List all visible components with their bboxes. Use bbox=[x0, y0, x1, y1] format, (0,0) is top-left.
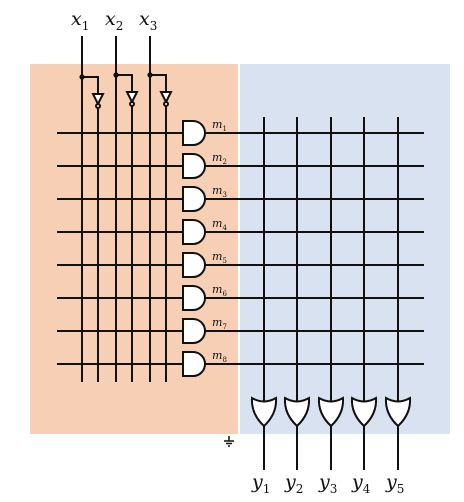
minterm-label-6: m6 bbox=[212, 283, 227, 298]
minterm-label-2: m2 bbox=[212, 151, 227, 166]
or-gate bbox=[350, 396, 378, 428]
inverter-bubble bbox=[163, 101, 169, 107]
complement-line bbox=[150, 74, 167, 382]
input-label-1: x1 bbox=[71, 8, 89, 33]
or-plane bbox=[240, 64, 450, 434]
or-gate bbox=[250, 396, 278, 428]
labels: x1 x2 x3 m1 m2 m3 m4 m5 m6 m7 m8 y1 y2 y3 y4 y5 bbox=[71, 8, 404, 496]
minterm-label-7: m7 bbox=[212, 316, 227, 331]
minterm-label-1: m1 bbox=[212, 118, 227, 133]
and-gate bbox=[182, 285, 206, 311]
minterm-label-5: m5 bbox=[212, 250, 227, 265]
inverter-bubble bbox=[129, 101, 135, 107]
inverter-bubble bbox=[95, 103, 101, 109]
and-gate bbox=[182, 252, 206, 278]
and-gate bbox=[182, 153, 206, 179]
and-plane bbox=[30, 64, 238, 434]
minterm-label-4: m4 bbox=[212, 217, 227, 232]
or-gate bbox=[384, 396, 412, 428]
output-label-2: y2 bbox=[284, 471, 303, 496]
ground-symbol bbox=[224, 436, 234, 447]
inverter-gate bbox=[125, 91, 139, 105]
gates bbox=[91, 91, 412, 428]
output-label-3: y3 bbox=[318, 471, 337, 496]
complement-line bbox=[82, 76, 99, 382]
complement-line bbox=[116, 74, 133, 382]
output-label-4: y4 bbox=[351, 471, 371, 496]
and-gate bbox=[182, 120, 206, 146]
minterm-label-3: m3 bbox=[212, 184, 227, 199]
inverter-gate bbox=[159, 91, 173, 105]
input-label-2: x2 bbox=[105, 8, 123, 33]
and-gate bbox=[182, 186, 206, 212]
and-gate bbox=[182, 318, 206, 344]
or-gate bbox=[283, 396, 311, 428]
input-label-3: x3 bbox=[139, 8, 157, 33]
output-label-5: y5 bbox=[385, 471, 404, 496]
output-label-1: y1 bbox=[251, 471, 270, 496]
and-gate bbox=[182, 351, 206, 377]
inverter-gate bbox=[91, 93, 105, 107]
and-gate bbox=[182, 219, 206, 245]
minterm-label-8: m8 bbox=[212, 349, 227, 364]
or-gate bbox=[317, 396, 345, 428]
